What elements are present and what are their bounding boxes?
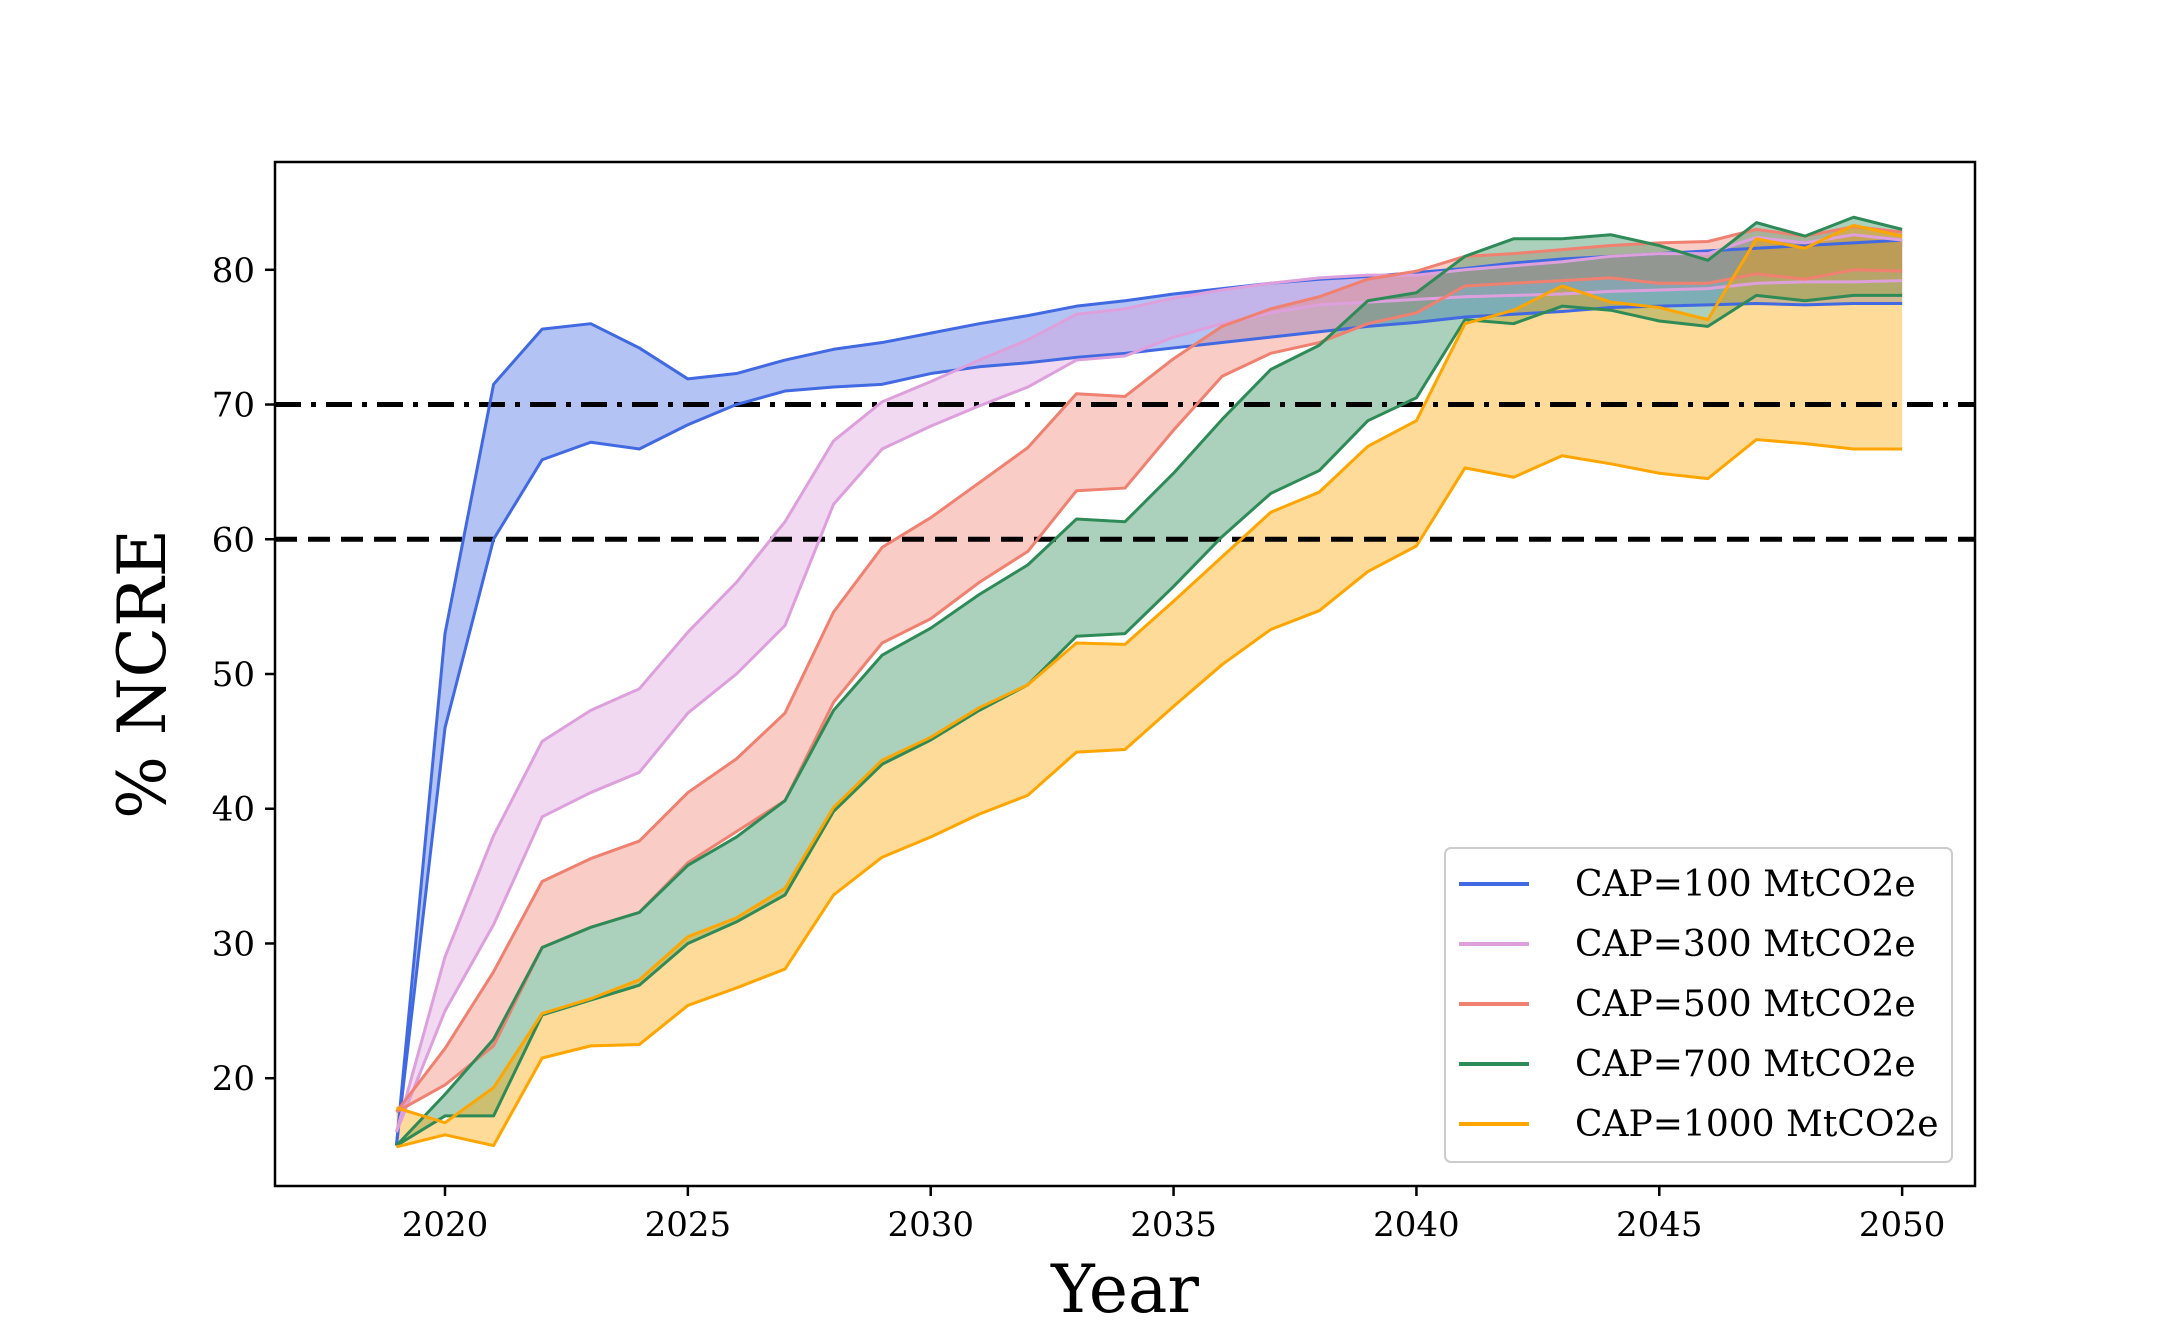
y-axis-ticks: 20 30 40 50 60 70 80 xyxy=(212,251,275,1099)
x-tick-label: 2030 xyxy=(887,1205,974,1245)
x-tick-label: 2045 xyxy=(1616,1205,1703,1245)
y-tick-label: 20 xyxy=(212,1059,255,1099)
x-tick-label: 2025 xyxy=(645,1205,732,1245)
series-lower-line-3 xyxy=(395,293,1903,1147)
y-tick-label: 50 xyxy=(212,655,255,695)
series-lower-line-1 xyxy=(395,279,1903,1133)
band-fill-4 xyxy=(396,225,1903,1147)
legend-label-1: CAP=300 MtCO2e xyxy=(1575,924,1916,965)
band-fill-0 xyxy=(396,240,1903,1146)
y-tick-label: 80 xyxy=(212,251,255,291)
reference-lines xyxy=(275,402,1975,542)
y-tick-label: 40 xyxy=(212,790,255,830)
x-axis-ticks: 2020 2025 2030 2035 2040 2045 2050 xyxy=(402,1186,1946,1245)
x-tick-label: 2020 xyxy=(402,1205,489,1245)
series-upper-line-1 xyxy=(394,233,1903,1133)
series-upper-line-3 xyxy=(395,215,1903,1147)
y-axis-label: % NCRE xyxy=(104,529,181,819)
series-lower-line-4 xyxy=(396,438,1903,1149)
y-tick-label: 70 xyxy=(212,386,255,426)
y-tick-label: 60 xyxy=(212,520,255,560)
x-tick-label: 2050 xyxy=(1859,1205,1946,1245)
legend: CAP=100 MtCO2e CAP=300 MtCO2e CAP=500 MtCO… xyxy=(1444,847,1953,1163)
legend-label-0: CAP=100 MtCO2e xyxy=(1575,864,1916,905)
band-fill-1 xyxy=(396,234,1903,1133)
y-tick-label: 30 xyxy=(212,924,255,964)
legend-box xyxy=(1444,847,1953,1163)
x-tick-label: 2035 xyxy=(1130,1205,1217,1245)
series-upper-line-4 xyxy=(395,223,1903,1125)
series-lines xyxy=(394,215,1903,1149)
legend-label-3: CAP=700 MtCO2e xyxy=(1575,1044,1916,1085)
legend-label-2: CAP=500 MtCO2e xyxy=(1575,984,1916,1025)
x-tick-label: 2040 xyxy=(1373,1205,1460,1245)
x-axis-label: Year xyxy=(1050,1251,1199,1328)
legend-label-4: CAP=1000 MtCO2e xyxy=(1575,1104,1939,1145)
